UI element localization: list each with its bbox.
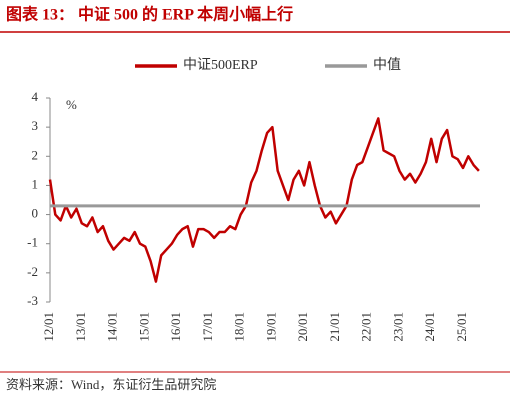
y-tick-label: 4 <box>32 89 39 104</box>
y-unit: % <box>66 97 77 112</box>
x-tick-label: 12/01 <box>41 312 56 342</box>
x-tick-label: 13/01 <box>73 312 88 342</box>
legend-label: 中证500ERP <box>183 57 258 73</box>
x-tick-label: 16/01 <box>168 312 183 342</box>
erp-line <box>48 117 480 283</box>
source: 资料来源：Wind，东证衍生品研究院 <box>6 377 216 392</box>
y-tick-label: 2 <box>32 147 39 162</box>
x-tick-label: 19/01 <box>263 312 278 342</box>
x-tick-label: 21/01 <box>327 312 342 342</box>
x-tick-label: 24/01 <box>422 312 437 342</box>
chart-title: 图表 13： 中证 500 的 ERP 本周小幅上行 <box>6 5 293 24</box>
x-tick-label: 15/01 <box>136 312 151 342</box>
y-tick-label: -1 <box>27 235 38 250</box>
x-tick-label: 17/01 <box>200 312 215 342</box>
legend-label: 中值 <box>373 57 401 73</box>
x-tick-label: 25/01 <box>454 312 469 342</box>
y-tick-label: -3 <box>27 293 38 308</box>
x-tick-label: 22/01 <box>359 312 374 342</box>
x-tick-label: 14/01 <box>105 312 120 342</box>
y-tick-label: 1 <box>32 176 39 191</box>
x-tick-label: 18/01 <box>232 312 247 342</box>
y-tick-label: -2 <box>27 264 38 279</box>
x-tick-label: 23/01 <box>390 312 405 342</box>
y-tick-label: 0 <box>32 206 39 221</box>
x-tick-label: 20/01 <box>295 312 310 342</box>
y-tick-label: 3 <box>32 118 39 133</box>
